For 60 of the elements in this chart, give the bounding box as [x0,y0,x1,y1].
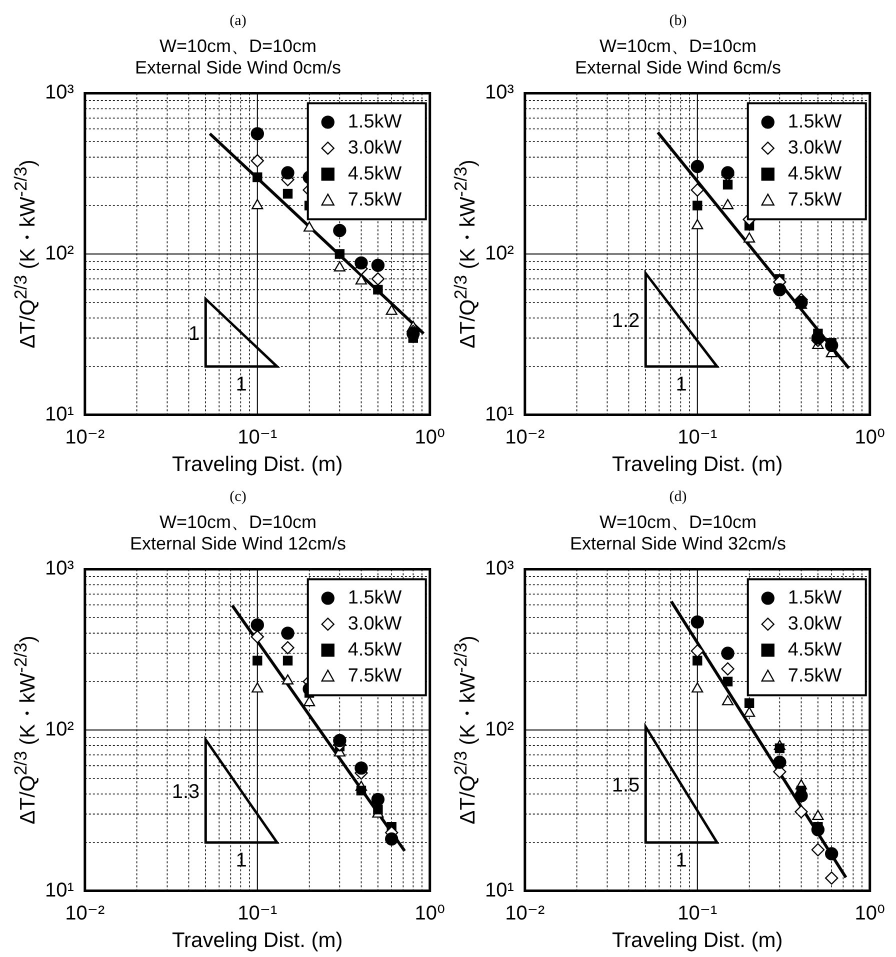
legend-label: 4.5kW [788,163,842,184]
legend-label: 1.5kW [788,587,842,608]
y-tick-label: 10³ [485,82,514,104]
legend-label: 3.0kW [788,137,842,158]
x-tick-label: 10⁻¹ [678,426,718,448]
annotation: 1 [188,322,200,345]
legend-label: 1.5kW [348,111,402,132]
x-axis-title: Traveling Dist. (m) [612,453,783,476]
x-axis-title: Traveling Dist. (m) [172,929,343,952]
legend-label: 4.5kW [788,639,842,660]
y-tick-label: 10³ [485,558,514,580]
x-tick-label: 10⁻² [505,902,545,924]
legend-label: 3.0kW [348,137,402,158]
y-tick-label: 10¹ [485,403,514,426]
y-tick-label: 10³ [45,558,74,580]
annotation: 1.5 [612,774,640,797]
annotation: 1.3 [172,781,200,804]
x-tick-label: 10⁻² [65,426,105,448]
y-tick-label: 10¹ [45,879,74,902]
x-axis-title: Traveling Dist. (m) [612,929,783,952]
x-tick-label: 10⁻¹ [238,426,278,448]
annotation: 1 [236,850,247,872]
x-tick-label: 10⁰ [854,902,885,924]
x-axis-title: Traveling Dist. (m) [172,453,343,476]
x-tick-label: 10⁰ [854,426,885,448]
legend-label: 7.5kW [348,189,402,210]
chart-title: (d) [669,488,687,505]
legend-label: 1.5kW [788,111,842,132]
legend-label: 4.5kW [348,639,402,660]
y-tick-label: 10² [485,718,514,741]
y-tick-label: 10² [485,242,514,265]
annotation: 1.2 [612,310,640,332]
legend-label: 7.5kW [348,665,402,686]
annotation: 1 [676,374,687,396]
x-tick-label: 10⁰ [414,426,445,448]
legend-label: 1.5kW [348,587,402,608]
legend-label: 7.5kW [788,665,842,686]
x-tick-label: 10⁻² [65,902,105,924]
chart-subtitle: W=10cm、D=10cm External Side Wind 6cm/s [574,36,782,78]
y-tick-label: 10¹ [485,879,514,902]
chart-subtitle: W=10cm、D=10cm External Side Wind 0cm/s [134,36,342,78]
chart-title: (a) [230,12,246,29]
chart-title: (b) [669,12,687,29]
x-tick-label: 10⁰ [414,902,445,924]
chart-subtitle: W=10cm、D=10cm External Side Wind 32cm/s [570,512,786,554]
legend-label: 3.0kW [788,613,842,634]
chart-subtitle: W=10cm、D=10cm External Side Wind 12cm/s [130,512,346,554]
y-tick-label: 10² [45,242,74,265]
y-tick-label: 10² [45,718,74,741]
x-tick-label: 10⁻¹ [678,902,718,924]
legend-label: 3.0kW [348,613,402,634]
x-tick-label: 10⁻¹ [238,902,278,924]
legend-label: 7.5kW [788,189,842,210]
legend-label: 4.5kW [348,163,402,184]
chart-title: (c) [230,488,246,505]
y-tick-label: 10¹ [45,403,74,426]
x-tick-label: 10⁻² [505,426,545,448]
annotation: 1 [236,374,247,396]
annotation: 1 [676,850,687,872]
y-tick-label: 10³ [45,82,74,104]
